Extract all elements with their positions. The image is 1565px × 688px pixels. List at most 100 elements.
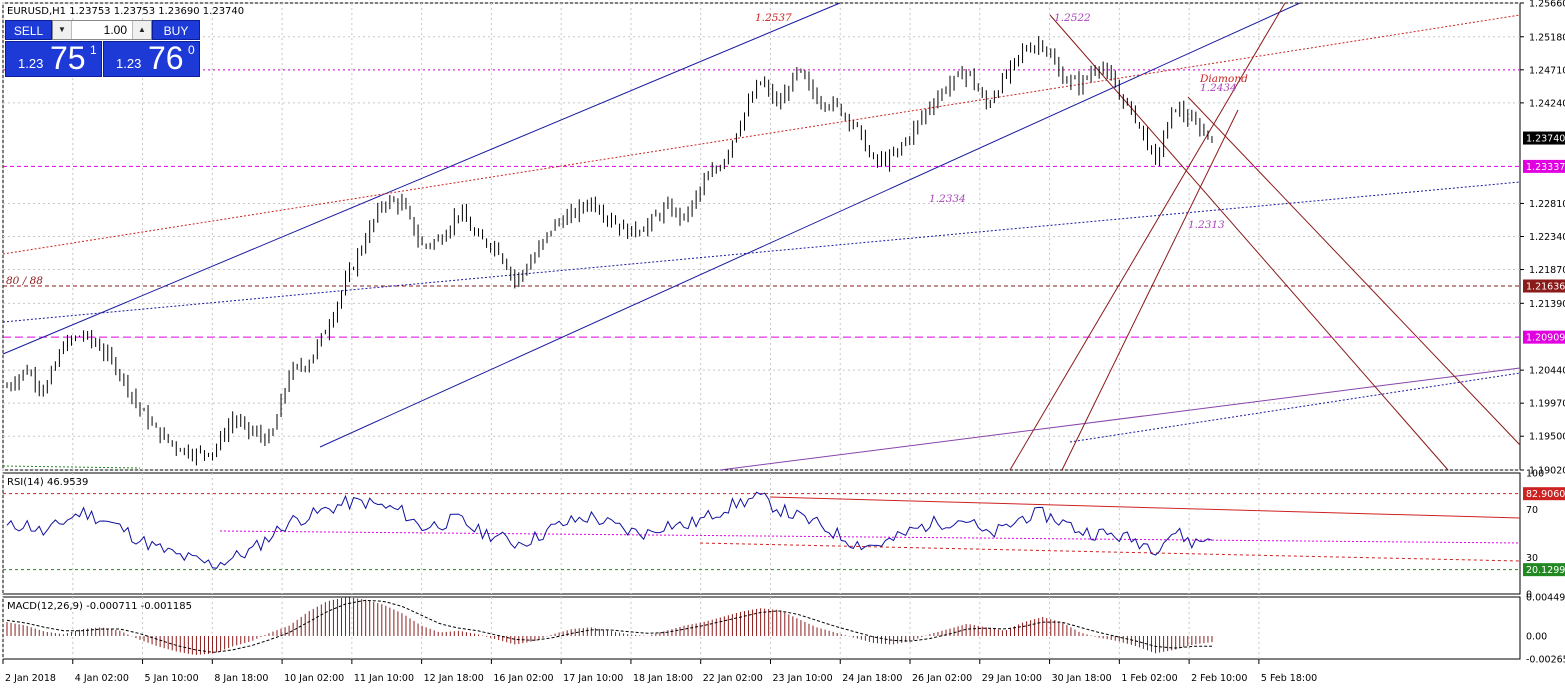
- time-tick-label: 23 Jan 10:00: [772, 673, 832, 684]
- rsi-red-trend-line[interactable]: [769, 496, 1521, 519]
- lot-decrease-icon[interactable]: ▼: [53, 21, 72, 39]
- lot-size-value[interactable]: 1.00: [103, 23, 127, 37]
- macd-axis: 0.004492 0.00 -0.002657: [1526, 593, 1565, 666]
- time-tick-label: 16 Jan 02:00: [493, 673, 553, 684]
- price-tick-label: 1.24240: [1529, 98, 1565, 109]
- sell-price-fraction: 1: [90, 43, 97, 57]
- annotation-label: 1.2537: [755, 12, 792, 24]
- lot-size-field[interactable]: ▼ 1.00 ▲: [52, 20, 152, 40]
- falling-brown-line-1[interactable]: [1049, 14, 1449, 471]
- price-tick-label: 1.21870: [1529, 265, 1565, 276]
- horizontal-levels: [2, 69, 1520, 469]
- annotation-label: 80 / 88: [6, 275, 43, 287]
- time-tick-label: 4 Jan 02:00: [75, 673, 129, 684]
- price-tick-label: 1.19970: [1529, 399, 1565, 410]
- annotation-label: 1.2313: [1188, 219, 1225, 231]
- buy-button[interactable]: BUY: [152, 20, 200, 40]
- bottom-purple-line[interactable]: [719, 367, 1521, 471]
- steep-brown-line-2[interactable]: [1061, 109, 1239, 471]
- main-grid: [3, 2, 1520, 471]
- time-tick-label: 5 Feb 18:00: [1261, 673, 1317, 684]
- channel-upper-line[interactable]: [2, 2, 841, 355]
- price-tick-label: 1.22340: [1529, 232, 1565, 243]
- price-tick-label: 1.19500: [1529, 432, 1565, 443]
- rsi-title: RSI(14) 46.9539: [7, 477, 88, 488]
- time-tick-label: 8 Jan 18:00: [214, 673, 268, 684]
- rsi-magenta-line[interactable]: [219, 530, 1521, 544]
- time-tick-label: 11 Jan 10:00: [354, 673, 414, 684]
- rsi-level-label: 20.1299: [1526, 565, 1565, 576]
- red-dotted-trend-line[interactable]: [2, 14, 1521, 255]
- rsi-series: [3, 491, 1520, 571]
- bottom-dotted-line[interactable]: [1069, 372, 1521, 443]
- price-tag: [1523, 279, 1565, 293]
- rsi-level-tag: [1523, 563, 1565, 577]
- main-panel-frame: [2, 2, 1521, 471]
- price-tick-label: 1.24710: [1529, 65, 1565, 76]
- time-tick-label: 26 Jan 02:00: [912, 673, 972, 684]
- rsi-tick-label: 70: [1526, 505, 1538, 516]
- time-tick-label: 24 Jan 18:00: [842, 673, 902, 684]
- buy-price-fraction: 0: [188, 43, 195, 57]
- annotation-label: Diamond: [1199, 73, 1248, 85]
- price-tag: [1523, 330, 1565, 344]
- channel-lower-line[interactable]: [319, 2, 1301, 448]
- price-tick-label: 1.22810: [1529, 199, 1565, 210]
- price-tag-label: 1.23740: [1526, 134, 1565, 145]
- lot-increase-icon[interactable]: ▲: [132, 21, 151, 39]
- price-tag-label: 1.20909: [1526, 333, 1565, 344]
- annotation-label: 1.2434: [1200, 82, 1237, 94]
- macd-title: MACD(12,26,9) -0.000711 -0.001185: [7, 601, 192, 612]
- time-tick-label: 12 Jan 18:00: [424, 673, 484, 684]
- macd-tick-label: 0.00: [1526, 631, 1547, 642]
- price-tick-label: 1.25660: [1529, 0, 1565, 10]
- sell-price-pips: 75: [50, 40, 86, 76]
- one-click-trading-panel: SELL ▼ 1.00 ▲ BUY 1.23 75 1 1.23 76 0: [5, 20, 200, 77]
- time-axis[interactable]: 2 Jan 2018 4 Jan 02:00 5 Jan 10:00 8 Jan 18…: [2, 659, 1317, 684]
- rsi-panel-frame: [2, 472, 1521, 595]
- price-tick-label: 1.19020: [1529, 466, 1565, 477]
- rsi-line: [6, 491, 1213, 569]
- macd-tick-label: 0.004492: [1526, 593, 1565, 604]
- rsi-dashed-trend-line[interactable]: [699, 542, 1521, 562]
- price-tag-label: 1.21636: [1526, 282, 1565, 293]
- annotation-label: 1.2522: [1054, 12, 1091, 24]
- green-dotted-line: [2, 465, 141, 469]
- time-tick-label: 2 Feb 10:00: [1191, 673, 1247, 684]
- channel-mid-dotted-line[interactable]: [2, 181, 1521, 323]
- time-tick-label: 10 Jan 02:00: [284, 673, 344, 684]
- price-tag: [1523, 131, 1565, 145]
- trend-lines: [2, 2, 1521, 562]
- time-tick-label: 18 Jan 18:00: [633, 673, 693, 684]
- sell-price-button[interactable]: 1.23 75 1: [5, 40, 102, 77]
- time-tick-label: 5 Jan 10:00: [145, 673, 199, 684]
- price-axis[interactable]: 1.25660 1.25180 1.24710 1.24240 1.22810 1.223…: [1520, 0, 1565, 477]
- macd-series: [6, 597, 1213, 655]
- steep-brown-line-1[interactable]: [1009, 2, 1286, 471]
- time-tick-label: 22 Jan 02:00: [703, 673, 763, 684]
- buy-price-button[interactable]: 1.23 76 0: [103, 40, 200, 77]
- price-tag-label: 1.23337: [1526, 162, 1565, 173]
- rsi-axis: 100 70 30 0 82.9060 20.1299: [1523, 469, 1565, 601]
- time-tick-label: 29 Jan 10:00: [982, 673, 1042, 684]
- rsi-level-label: 82.9060: [1526, 489, 1565, 500]
- rsi-level-tag: [1523, 487, 1565, 501]
- sell-price-prefix: 1.23: [18, 56, 44, 71]
- time-tick-label: 2 Jan 2018: [5, 673, 56, 684]
- price-tag: [1523, 159, 1565, 173]
- rsi-tick-label: 30: [1526, 553, 1538, 564]
- rsi-tick-label: 0: [1526, 590, 1532, 601]
- falling-brown-line-2[interactable]: [1187, 96, 1521, 446]
- price-tick-label: 1.20440: [1529, 366, 1565, 377]
- sub-grid: [2, 3, 1260, 659]
- rsi-tick-label: 100: [1526, 469, 1544, 480]
- candles-series: [6, 36, 1213, 466]
- sell-button[interactable]: SELL: [5, 20, 52, 40]
- time-tick-label: 30 Jan 18:00: [1052, 673, 1112, 684]
- price-tick-label: 1.25180: [1529, 32, 1565, 43]
- time-tick-label: 1 Feb 02:00: [1121, 673, 1177, 684]
- chart-header: EURUSD,H1 1.23753 1.23753 1.23690 1.2374…: [7, 6, 244, 17]
- time-tick-label: 17 Jan 10:00: [563, 673, 623, 684]
